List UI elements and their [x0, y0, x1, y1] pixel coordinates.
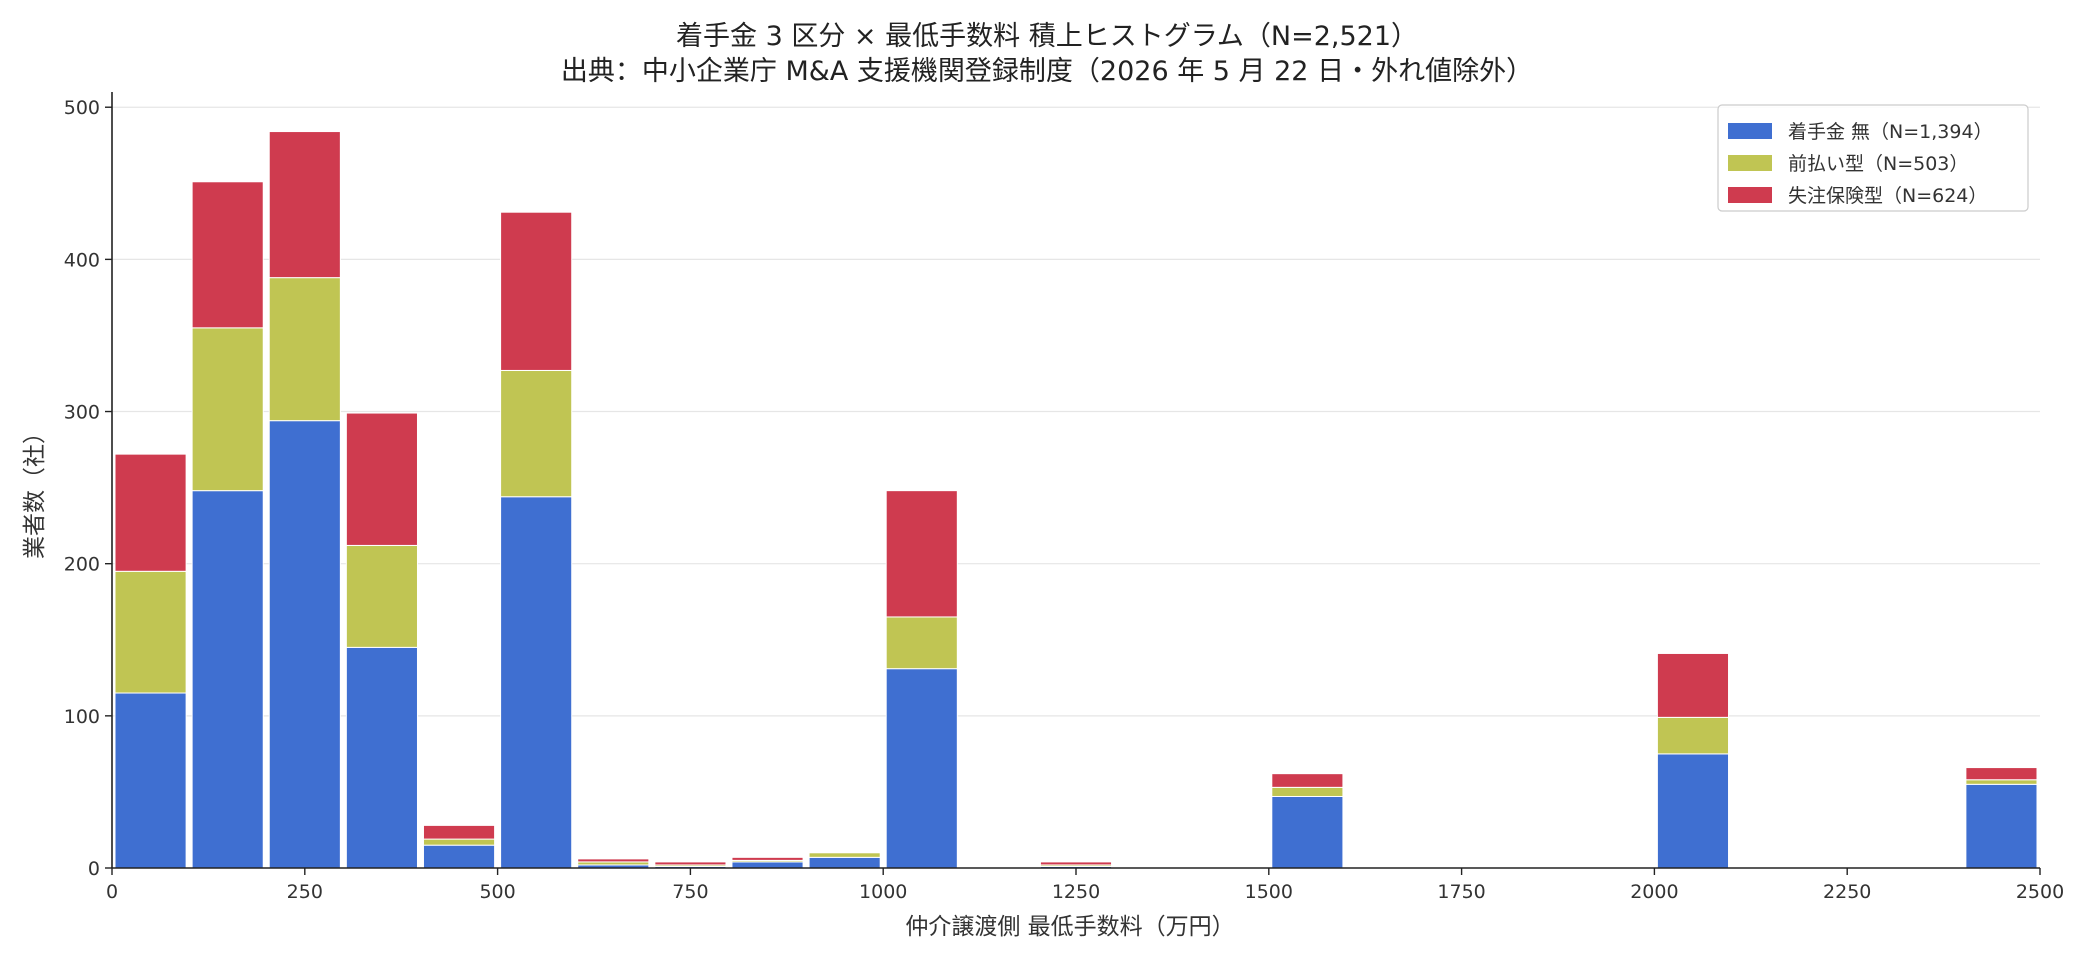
bar-segment-series-2-bin-1500 — [1271, 773, 1344, 788]
bar-segment-series-1-bin-1500 — [1271, 786, 1344, 797]
bar-segment-series-1-bin-1000 — [885, 616, 958, 670]
bar-segment-series-1-bin-300 — [345, 544, 418, 648]
legend-frame — [1717, 104, 2029, 212]
bar-segment-series-0-bin-900 — [808, 856, 881, 869]
chart-title: 着手金 3 区分 × 最低手数料 積上ヒストグラム（N=2,521） — [676, 21, 1418, 52]
x-tick-label: 500 — [479, 881, 515, 903]
bar-segment-series-2-bin-800 — [731, 856, 804, 861]
y-tick-label: 0 — [88, 858, 100, 880]
bar-segment-series-2-bin-500 — [500, 211, 573, 371]
legend-label: 前払い型（N=503） — [1788, 153, 1968, 175]
bar-segment-series-0-bin-2400 — [1965, 783, 2038, 869]
bar-segment-series-2-bin-1000 — [885, 490, 958, 618]
bar-segment-series-0-bin-0 — [114, 692, 187, 869]
bar-segment-series-2-bin-2000 — [1656, 652, 1730, 718]
bar-segment-series-0-bin-400 — [422, 844, 496, 869]
legend-label: 着手金 無（N=1,394） — [1788, 121, 1993, 143]
bar-segment-series-1-bin-400 — [422, 838, 496, 846]
bar-segment-series-2-bin-100 — [191, 181, 264, 329]
x-tick-label: 750 — [672, 881, 708, 903]
bar-segment-series-0-bin-1500 — [1271, 795, 1344, 869]
bar-segment-series-2-bin-1200 — [1039, 861, 1113, 866]
legend-swatch — [1728, 187, 1772, 203]
bars — [114, 131, 2038, 869]
bar-segment-series-1-bin-900 — [808, 852, 881, 858]
x-tick-label: 1750 — [1437, 881, 1485, 903]
bar-segment-series-2-bin-0 — [114, 453, 187, 572]
bar-segment-series-1-bin-100 — [191, 327, 264, 492]
y-tick-label: 300 — [64, 402, 100, 424]
x-tick-label: 1000 — [859, 881, 907, 903]
bar-segment-series-1-bin-2000 — [1656, 716, 1730, 755]
bar-segment-series-1-bin-500 — [500, 369, 573, 498]
bar-segment-series-2-bin-300 — [345, 412, 418, 546]
bar-segment-series-0-bin-300 — [345, 646, 418, 869]
y-axis-label: 業者数（社） — [22, 421, 48, 559]
bar-segment-series-0-bin-2000 — [1656, 753, 1730, 869]
legend: 着手金 無（N=1,394） 前払い型（N=503） 失注保険型（N=624） — [1717, 104, 2029, 212]
x-tick-label: 2500 — [2016, 881, 2064, 903]
bar-segment-series-2-bin-700 — [654, 861, 727, 866]
x-tick-label: 1250 — [1052, 881, 1100, 903]
bar-segment-series-1-bin-0 — [114, 570, 187, 694]
bar-segment-series-1-bin-2400 — [1965, 779, 2038, 785]
bar-segment-series-0-bin-800 — [731, 861, 804, 869]
axes: 0 100 200 300 400 500 0 250 500 750 1000 1250 1500 17… — [64, 92, 2064, 903]
bar-segment-series-2-bin-600 — [577, 858, 650, 863]
y-tick-label: 400 — [64, 249, 100, 271]
chart-subtitle: 出典：中小企業庁 M&A 支援機関登録制度（2026 年 5 月 22 日・外れ… — [561, 56, 1533, 87]
x-axis-label: 仲介譲渡側 最低手数料（万円） — [905, 914, 1234, 940]
x-tick-label: 250 — [287, 881, 323, 903]
legend-label: 失注保険型（N=624） — [1788, 185, 1987, 207]
x-tick-label: 1500 — [1245, 881, 1293, 903]
bar-segment-series-0-bin-1000 — [885, 668, 958, 869]
bar-segment-series-0-bin-200 — [268, 420, 341, 869]
legend-swatch — [1728, 123, 1772, 139]
bar-segment-series-1-bin-200 — [268, 277, 341, 422]
legend-swatch — [1728, 155, 1772, 171]
bar-segment-series-0-bin-500 — [500, 496, 573, 869]
bar-segment-series-2-bin-200 — [268, 131, 341, 279]
bar-segment-series-2-bin-400 — [422, 824, 496, 840]
y-tick-label: 100 — [64, 706, 100, 728]
y-tick-label: 200 — [64, 554, 100, 576]
bar-segment-series-0-bin-100 — [191, 490, 264, 869]
y-tick-label: 500 — [64, 97, 100, 119]
x-tick-label: 0 — [106, 881, 118, 903]
bar-segment-series-2-bin-2400 — [1965, 767, 2038, 781]
x-tick-label: 2000 — [1630, 881, 1678, 903]
x-tick-label: 2250 — [1823, 881, 1871, 903]
